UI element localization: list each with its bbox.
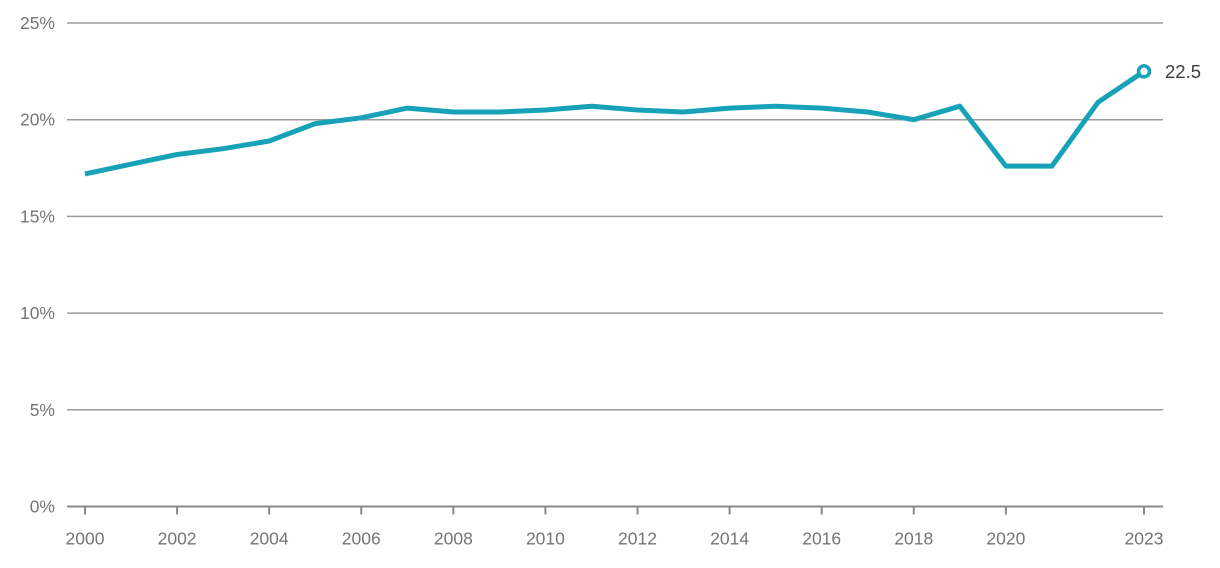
y-axis-tick-label: 0%: [30, 497, 55, 517]
y-axis-tick-label: 5%: [30, 400, 55, 420]
y-axis-tick-label: 25%: [20, 13, 55, 33]
y-axis-tick-label: 20%: [20, 110, 55, 130]
x-axis-tick-label: 2016: [802, 529, 841, 549]
x-axis-tick-label: 2012: [618, 529, 657, 549]
x-axis-tick-label: 2004: [250, 529, 289, 549]
x-axis-tick-label: 2006: [342, 529, 381, 549]
x-axis-tick-label: 2014: [710, 529, 749, 549]
x-axis-tick-label: 2002: [158, 529, 197, 549]
x-axis-tick-label: 2018: [894, 529, 933, 549]
y-axis-tick-label: 10%: [20, 303, 55, 323]
x-axis-tick-label: 2010: [526, 529, 565, 549]
x-axis-tick-label: 2020: [986, 529, 1025, 549]
x-axis-tick-label: 2008: [434, 529, 473, 549]
x-axis-tick-label: 2000: [66, 529, 105, 549]
endpoint-marker: [1136, 64, 1152, 79]
x-axis-tick-label: 2023: [1125, 529, 1164, 549]
endpoint-value-label: 22.5: [1165, 61, 1201, 82]
data-line: [84, 69, 1146, 177]
y-axis-tick-label: 15%: [20, 206, 55, 226]
